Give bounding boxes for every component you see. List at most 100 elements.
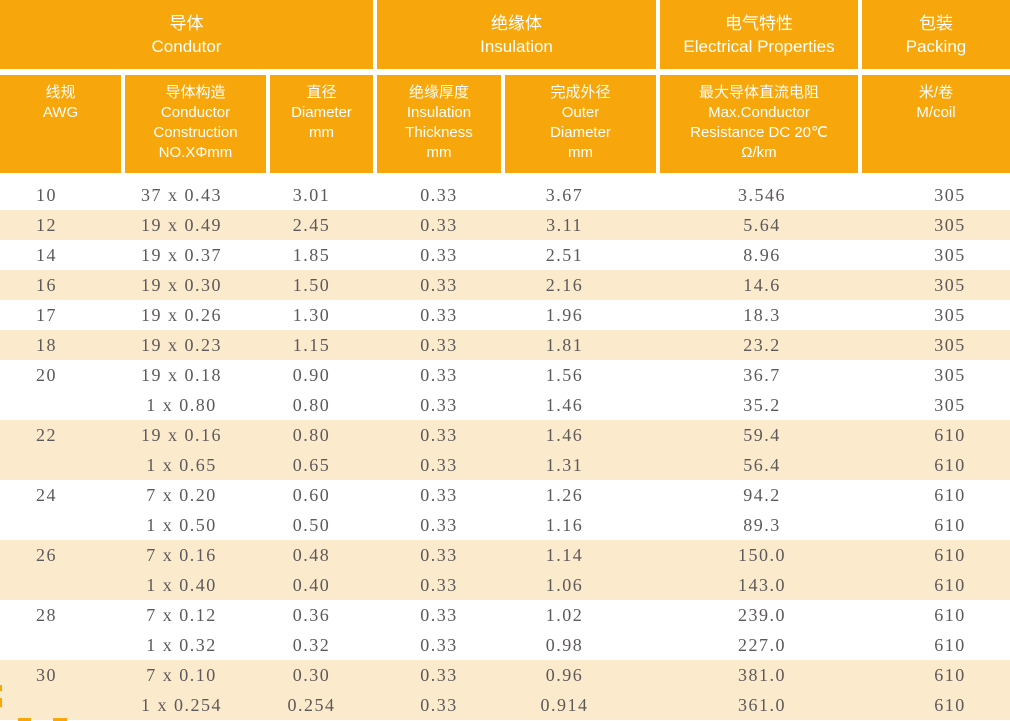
column-header-insulation-thickness-line: mm	[426, 144, 452, 161]
cell-insulation-thickness: 0.33	[420, 485, 458, 505]
cell-resistance: 143.0	[738, 575, 786, 595]
cell-construction: 1 x 0.40	[146, 575, 217, 595]
column-header-resistance-line: Max.Conductor	[708, 104, 810, 121]
cell-awg: 18	[36, 335, 57, 355]
cell-resistance: 23.2	[743, 335, 781, 355]
cell-awg: 16	[36, 275, 57, 295]
header-group-packing: 包装 Packing	[862, 0, 1010, 69]
cell-diameter: 0.50	[292, 515, 331, 535]
cell-m-per-coil: 610	[934, 455, 966, 475]
cell-awg: 30	[36, 665, 57, 685]
cell-diameter: 0.40	[292, 575, 331, 595]
cell-diameter: 0.80	[292, 395, 331, 415]
cropped-content-dash	[0, 685, 2, 691]
header-group-packing-zh: 包装	[919, 13, 953, 33]
cell-insulation-thickness: 0.33	[420, 185, 458, 205]
cell-m-per-coil: 610	[934, 695, 966, 715]
cell-construction: 19 x 0.30	[141, 275, 222, 295]
cell-insulation-thickness: 0.33	[420, 515, 458, 535]
cell-diameter: 1.15	[292, 335, 331, 355]
cell-insulation-thickness: 0.33	[420, 245, 458, 265]
table-row: 1 x 0.65 0.65 0.33 1.31 56.4 610	[0, 450, 1010, 480]
table-row: 18 19 x 0.23 1.15 0.33 1.81 23.2 305	[0, 330, 1010, 360]
column-header-outer-diameter-line: Outer	[561, 104, 600, 121]
cell-awg: 12	[36, 215, 57, 235]
cell-insulation-thickness: 0.33	[420, 305, 458, 325]
cell-m-per-coil: 305	[934, 275, 966, 295]
cell-construction: 7 x 0.12	[146, 605, 217, 625]
cell-resistance: 381.0	[738, 665, 786, 685]
cell-construction: 1 x 0.32	[146, 635, 217, 655]
cell-m-per-coil: 610	[934, 545, 966, 565]
table-row: 1 x 0.32 0.32 0.33 0.98 227.0 610	[0, 630, 1010, 660]
cropped-content-dash	[18, 718, 31, 721]
cell-diameter: 2.45	[292, 215, 331, 235]
cell-resistance: 56.4	[743, 455, 781, 475]
cell-m-per-coil: 305	[934, 395, 966, 415]
column-header-diameter-line: 直径	[306, 84, 337, 101]
cell-resistance: 94.2	[743, 485, 781, 505]
column-header-diameter-line: mm	[309, 124, 334, 141]
cell-m-per-coil: 305	[934, 365, 966, 385]
cell-m-per-coil: 610	[934, 665, 966, 685]
cell-outer-diameter: 3.67	[545, 185, 584, 205]
column-header-outer-diameter-line: mm	[568, 144, 593, 161]
cell-awg: 20	[36, 365, 57, 385]
cell-m-per-coil: 610	[934, 485, 966, 505]
cell-awg	[0, 690, 107, 720]
column-header-diameter-line: Diameter	[291, 104, 352, 121]
cell-construction: 37 x 0.43	[141, 185, 222, 205]
cell-resistance: 239.0	[738, 605, 786, 625]
header-group-conductor: 导体 Condutor	[0, 0, 373, 69]
spec-table-body: 10 37 x 0.43 3.01 0.33 3.67 3.546 305 12…	[0, 180, 1010, 720]
cell-insulation-thickness: 0.33	[420, 215, 458, 235]
cell-m-per-coil: 610	[934, 575, 966, 595]
cell-m-per-coil: 305	[934, 185, 966, 205]
column-header-construction-line: Conductor	[160, 104, 231, 121]
cell-awg	[0, 630, 107, 660]
cell-insulation-thickness: 0.33	[420, 665, 458, 685]
cell-outer-diameter: 1.26	[545, 485, 584, 505]
cell-awg: 24	[36, 485, 57, 505]
table-row: 1 x 0.40 0.40 0.33 1.06 143.0 610	[0, 570, 1010, 600]
cell-insulation-thickness: 0.33	[420, 455, 458, 475]
table-row: 30 7 x 0.10 0.30 0.33 0.96 381.0 610	[0, 660, 1010, 690]
column-header-construction-line: 导体构造	[165, 84, 226, 101]
table-row: 1 x 0.80 0.80 0.33 1.46 35.2 305	[0, 390, 1010, 420]
cell-construction: 7 x 0.16	[146, 545, 217, 565]
cell-resistance: 18.3	[743, 305, 781, 325]
cell-outer-diameter: 2.51	[545, 245, 584, 265]
cell-awg	[0, 510, 107, 540]
cell-awg	[0, 390, 107, 420]
header-group-insulation: 绝缘体 Insulation	[377, 0, 656, 69]
cell-construction: 1 x 0.50	[146, 515, 217, 535]
column-header-insulation-thickness-line: Insulation	[406, 104, 472, 121]
cell-outer-diameter: 1.14	[545, 545, 584, 565]
cell-insulation-thickness: 0.33	[420, 695, 458, 715]
header-group-conductor-zh: 导体	[169, 13, 204, 33]
cell-resistance: 5.64	[743, 215, 781, 235]
cell-m-per-coil: 610	[934, 425, 966, 445]
table-row: 16 19 x 0.30 1.50 0.33 2.16 14.6 305	[0, 270, 1010, 300]
cell-awg	[0, 450, 107, 480]
cell-diameter: 0.60	[292, 485, 331, 505]
cell-resistance: 89.3	[743, 515, 781, 535]
header-group-electrical-en: Electrical Properties	[683, 36, 835, 56]
column-header-outer-diameter-line: Diameter	[550, 124, 611, 141]
cell-outer-diameter: 1.02	[545, 605, 584, 625]
cell-awg: 28	[36, 605, 57, 625]
cell-awg: 14	[36, 245, 57, 265]
cell-diameter: 0.36	[292, 605, 331, 625]
header-group-conductor-en: Condutor	[151, 36, 222, 56]
cell-resistance: 14.6	[743, 275, 781, 295]
cell-awg	[0, 570, 107, 600]
cropped-content-dash	[0, 698, 2, 707]
cell-construction: 19 x 0.16	[141, 425, 222, 445]
column-header-resistance-line: Resistance DC 20℃	[690, 124, 828, 141]
cell-insulation-thickness: 0.33	[420, 575, 458, 595]
cell-diameter: 0.48	[292, 545, 331, 565]
cell-outer-diameter: 2.16	[545, 275, 584, 295]
table-row: 1 x 0.50 0.50 0.33 1.16 89.3 610	[0, 510, 1010, 540]
column-header-insulation-thickness-line: 绝缘厚度	[408, 84, 469, 101]
cell-resistance: 35.2	[743, 395, 781, 415]
